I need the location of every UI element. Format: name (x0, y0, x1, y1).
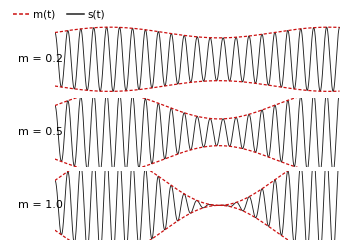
Text: m = 0.5: m = 0.5 (18, 127, 63, 137)
Legend: m(t), s(t): m(t), s(t) (9, 5, 109, 24)
Text: m = 0.2: m = 0.2 (18, 54, 63, 64)
Text: m = 1.0: m = 1.0 (18, 200, 63, 210)
